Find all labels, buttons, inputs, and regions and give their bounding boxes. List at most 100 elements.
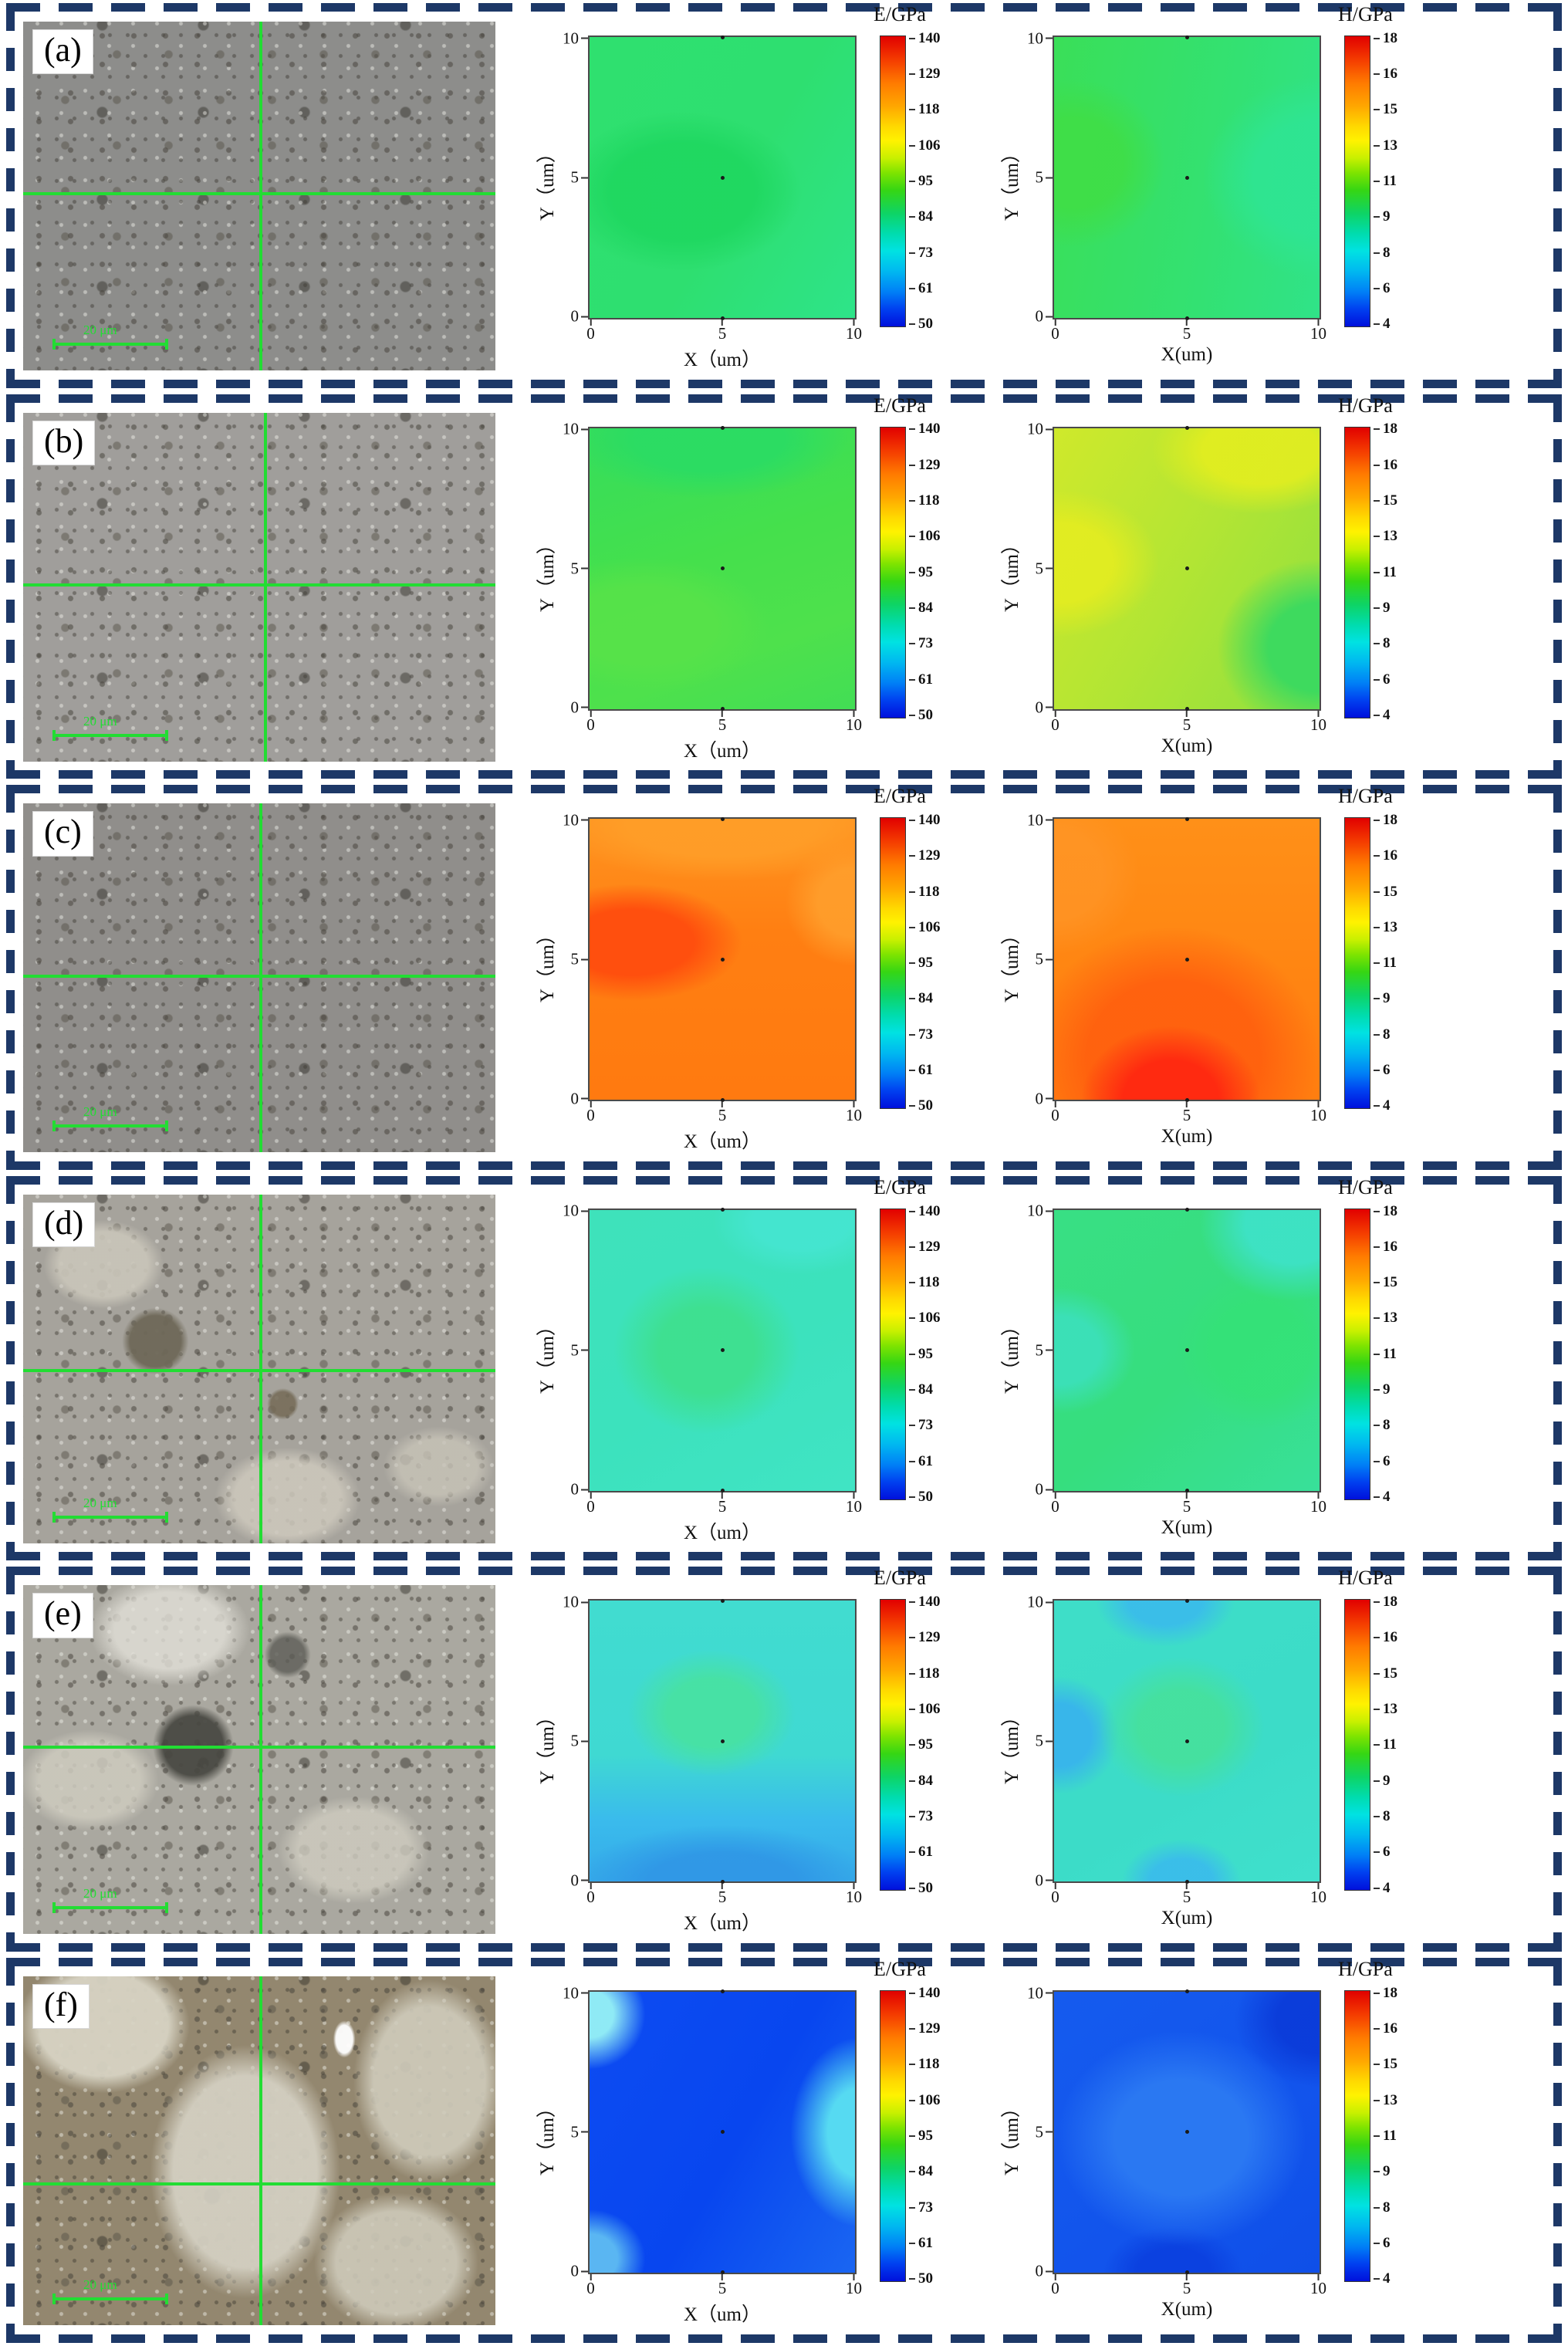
colorbar-tick-label: 73 bbox=[909, 1417, 933, 1434]
colorbar-title: H/GPa bbox=[1338, 785, 1393, 808]
x-axis-ticks: 0 5 10 bbox=[1051, 319, 1326, 343]
crosshair-vertical-line bbox=[259, 1585, 262, 1935]
colorbar-tick-label: 18 bbox=[1374, 1984, 1397, 2001]
colorbar-gradient bbox=[880, 1989, 906, 2282]
x-tick-label: 0 bbox=[1051, 319, 1059, 343]
x-tick-label: 10 bbox=[1310, 1883, 1327, 1907]
x-tick-label: 0 bbox=[1051, 1492, 1059, 1516]
y-axis-ticks: 10 5 0 bbox=[557, 810, 588, 1107]
colorbar-tick-label: 16 bbox=[1374, 1238, 1397, 1255]
colorbar-tick-label: 140 bbox=[909, 1202, 941, 1219]
x-tick-label: 0 bbox=[1051, 2273, 1059, 2297]
colorbar-tick-label: 11 bbox=[1374, 173, 1397, 189]
y-axis-ticks: 10 5 0 bbox=[1022, 420, 1053, 716]
x-tick-label: 0 bbox=[586, 1883, 595, 1907]
colorbar-tick-label: 84 bbox=[909, 990, 933, 1007]
colorbar-tick-label: 118 bbox=[908, 1274, 940, 1291]
plot-column: 0 5 10 X(um) bbox=[1051, 35, 1326, 366]
y-tick-label: 5 bbox=[570, 2122, 587, 2141]
colorbar-tick-label: 95 bbox=[909, 563, 933, 580]
colorbar-tick-label: 106 bbox=[909, 528, 941, 545]
modulus-colorbar: E/GPa 140 129 118 106 95 84 73 61 50 bbox=[874, 1567, 954, 1895]
colorbar-tick-label: 129 bbox=[909, 456, 941, 473]
x-axis-ticks: 0 5 10 bbox=[1051, 2273, 1326, 2297]
scale-bar: 20 μm bbox=[52, 323, 168, 350]
y-axis-label: Y（um） bbox=[1002, 1316, 1022, 1394]
y-tick-label: 10 bbox=[563, 29, 588, 48]
x-tick-label: 10 bbox=[846, 1101, 863, 1125]
hardness-contour-chart: Y（um） 10 5 0 0 5 10 X(um) H/GPa bbox=[999, 1563, 1418, 1955]
y-tick-label: 10 bbox=[1027, 1201, 1053, 1220]
modulus-colorbar: E/GPa 140 129 118 106 95 84 73 61 50 bbox=[874, 394, 954, 723]
x-tick-label: 5 bbox=[1182, 1101, 1191, 1125]
colorbar-tick-label: 13 bbox=[1374, 918, 1397, 935]
colorbar-tick-label: 15 bbox=[1374, 492, 1397, 509]
colorbar-gradient bbox=[880, 1599, 906, 1891]
colorbar-tick-label: 50 bbox=[909, 706, 933, 723]
colorbar-tick-label: 61 bbox=[909, 1062, 933, 1079]
colorbar-tick-label: 13 bbox=[1374, 137, 1397, 154]
x-tick-label: 10 bbox=[846, 1492, 863, 1516]
crosshair-horizontal-line bbox=[23, 974, 495, 978]
row-content: 20 μm (f) Y（um） 10 5 0 0 5 10 bbox=[0, 1955, 1568, 2346]
colorbar-tick-label: 4 bbox=[1374, 316, 1391, 333]
colorbar-tick-label: 106 bbox=[909, 137, 941, 154]
y-tick-label: 5 bbox=[570, 559, 587, 578]
y-axis-label: Y（um） bbox=[537, 1316, 558, 1394]
colorbar-ticks: 18 16 15 13 11 9 8 6 4 bbox=[1372, 1203, 1417, 1505]
hardness-contour-field bbox=[1053, 35, 1321, 319]
hardness-contour-field bbox=[1053, 1208, 1321, 1492]
x-tick-label: 10 bbox=[1310, 319, 1327, 343]
colorbar-tick-label: 18 bbox=[1374, 1594, 1397, 1611]
crosshair-horizontal-line bbox=[23, 192, 495, 196]
x-axis-ticks: 0 5 10 bbox=[586, 1101, 862, 1125]
colorbar-title: E/GPa bbox=[874, 1957, 926, 1980]
colorbar-tick-label: 6 bbox=[1374, 1452, 1391, 1469]
plot-column: 0 5 10 X（um） bbox=[586, 1208, 862, 1545]
hardness-contour-chart: Y（um） 10 5 0 0 5 10 X(um) H/GPa bbox=[999, 1173, 1418, 1564]
colorbar-gradient bbox=[1344, 817, 1370, 1110]
colorbar-tick-label: 8 bbox=[1374, 635, 1391, 652]
colorbar-title: E/GPa bbox=[874, 394, 926, 417]
panel-label: (e) bbox=[32, 1593, 93, 1638]
micrograph-image bbox=[23, 412, 495, 762]
colorbar-gradient bbox=[1344, 1989, 1370, 2282]
x-tick-label: 5 bbox=[718, 1101, 727, 1125]
figure-row: 20 μm (e) Y（um） 10 5 0 0 5 10 bbox=[0, 1563, 1568, 1955]
colorbar-tick-label: 9 bbox=[1374, 1381, 1391, 1398]
colorbar-tick-label: 16 bbox=[1374, 847, 1397, 864]
colorbar-tick-label: 84 bbox=[909, 208, 933, 225]
colorbar-tick-label: 6 bbox=[1374, 1062, 1391, 1079]
colorbar-tick-label: 16 bbox=[1374, 456, 1397, 473]
x-tick-label: 5 bbox=[1182, 319, 1191, 343]
colorbar-title: H/GPa bbox=[1338, 1175, 1393, 1198]
colorbar-tick-label: 73 bbox=[909, 635, 933, 652]
colorbar-tick-label: 106 bbox=[909, 1310, 941, 1327]
y-axis-ticks: 10 5 0 bbox=[557, 1983, 588, 2280]
y-axis-label: Y（um） bbox=[537, 925, 558, 1003]
x-tick-label: 10 bbox=[846, 319, 863, 343]
x-tick-label: 0 bbox=[1051, 1883, 1059, 1907]
hardness-contour-chart: Y（um） 10 5 0 0 5 10 X(um) H/GPa bbox=[999, 782, 1418, 1173]
colorbar-title: H/GPa bbox=[1338, 3, 1393, 25]
scale-bar: 20 μm bbox=[52, 714, 168, 741]
x-axis-label: X(um) bbox=[1161, 1516, 1213, 1538]
colorbar-tick-label: 140 bbox=[909, 811, 941, 828]
row-content: 20 μm (a) Y（um） 10 5 0 0 5 10 bbox=[0, 0, 1568, 391]
plot-column: 0 5 10 X(um) bbox=[1051, 1598, 1326, 1929]
modulus-contour-chart: Y（um） 10 5 0 0 5 10 X（um） E/GPa bbox=[534, 1955, 954, 2346]
y-tick-label: 10 bbox=[563, 1201, 588, 1220]
colorbar-tick-label: 9 bbox=[1374, 990, 1391, 1007]
colorbar-tick-label: 95 bbox=[909, 955, 933, 972]
modulus-colorbar: E/GPa 140 129 118 106 95 84 73 61 50 bbox=[874, 785, 954, 1114]
colorbar-tick-label: 95 bbox=[909, 1736, 933, 1753]
hardness-colorbar: H/GPa 18 16 15 13 11 9 8 6 4 bbox=[1338, 3, 1418, 332]
y-tick-label: 0 bbox=[1035, 1479, 1052, 1499]
x-axis-ticks: 0 5 10 bbox=[586, 1883, 862, 1907]
colorbar-title: E/GPa bbox=[874, 785, 926, 808]
scale-bar-label: 20 μm bbox=[83, 1495, 117, 1510]
colorbar-tick-label: 6 bbox=[1374, 671, 1391, 688]
row-content: 20 μm (e) Y（um） 10 5 0 0 5 10 bbox=[0, 1563, 1568, 1955]
colorbar-tick-label: 11 bbox=[1374, 2127, 1397, 2144]
